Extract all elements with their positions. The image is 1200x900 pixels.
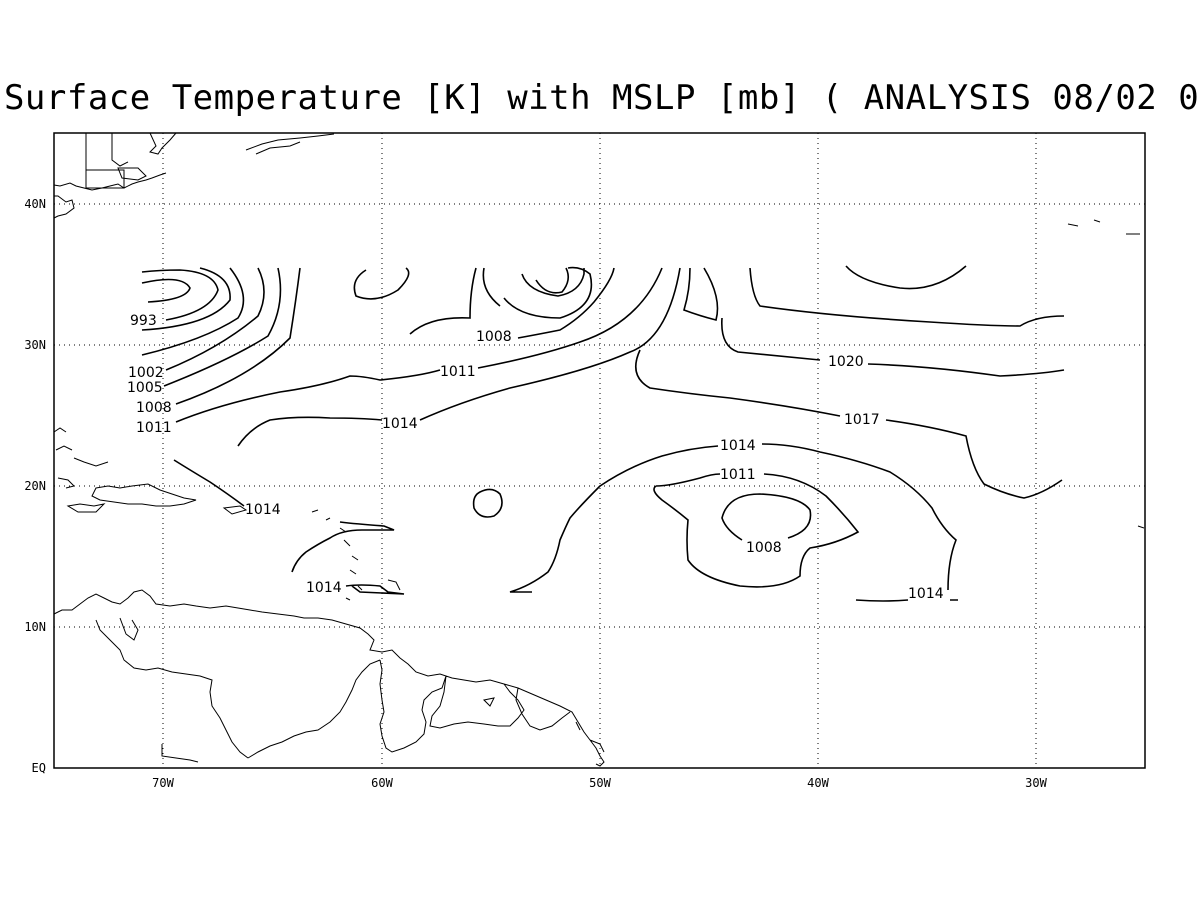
contour-1008-loop [482, 266, 593, 319]
longitude-tick-label: 40W [807, 776, 829, 790]
atlantic-islands [1067, 219, 1145, 529]
contour-1014-east [761, 443, 957, 591]
contour-1023-northeast [845, 265, 967, 290]
contour-1011-northwest [353, 267, 410, 300]
contour-1017-inner [683, 267, 719, 321]
contour-label: 993 [130, 313, 157, 329]
contour-1020 [721, 317, 1065, 377]
contour-1005 [163, 267, 282, 387]
contour-996 [141, 267, 231, 331]
longitude-axis: 70W 60W 50W 40W 30W [152, 776, 1047, 790]
contour-996-ring [535, 267, 570, 294]
contour-label-group: 993 1002 1005 1008 1011 1014 1008 1011 1… [127, 313, 944, 602]
contour-1011-west [175, 369, 441, 423]
longitude-tick-label: 50W [589, 776, 611, 790]
contour-1014-west [237, 416, 383, 447]
contour-label: 1014 [908, 586, 944, 602]
contour-label: 1014 [306, 580, 342, 596]
longitude-tick-label: 60W [371, 776, 393, 790]
coastlines [53, 132, 1145, 767]
latitude-tick-label: 20N [24, 479, 46, 493]
contour-label: 1014 [245, 502, 281, 518]
latitude-tick-label: 40N [24, 197, 46, 211]
latitude-axis: EQ 10N 20N 30N 40N [24, 197, 46, 775]
contour-1014-caribbean [173, 459, 245, 507]
newfoundland-coast [245, 133, 335, 155]
contour-1023 [749, 267, 1065, 327]
mslp-contours [141, 265, 1065, 602]
latitude-tick-label: 10N [24, 620, 46, 634]
contour-small-low [472, 488, 503, 518]
latitude-tick-label: 30N [24, 338, 46, 352]
contour-label: 1008 [476, 329, 512, 345]
contour-label: 1011 [136, 420, 172, 436]
map-title-text: a Surface Temperature [K] with MSLP [mb]… [0, 78, 1200, 118]
contour-label: 1011 [720, 467, 756, 483]
contour-1008 [175, 267, 301, 405]
map-frame [53, 132, 1146, 769]
contour-1008-east [721, 493, 812, 541]
contour-1011-east [477, 267, 663, 369]
contour-1014-south [509, 445, 719, 593]
contour-999 [141, 267, 245, 356]
contour-1017-east [885, 419, 1063, 499]
longitude-tick-label: 30W [1025, 776, 1047, 790]
contour-label: 1017 [844, 412, 880, 428]
contour-993 [141, 269, 219, 321]
longitude-tick-label: 70W [152, 776, 174, 790]
contour-1002-ring [521, 268, 585, 297]
contour-label: 1011 [440, 364, 476, 380]
contour-label: 1005 [127, 380, 163, 396]
contour-low-center [141, 278, 191, 303]
north-america-coast [53, 133, 167, 219]
contour-1002 [165, 267, 265, 371]
south-america-coast [53, 589, 605, 767]
contour-1011 [653, 473, 860, 588]
contour-label: 1014 [720, 438, 756, 454]
contour-1014-central [419, 267, 681, 421]
latitude-tick-label: EQ [32, 761, 46, 775]
contour-label: 1014 [382, 416, 418, 432]
nova-scotia-coast [117, 132, 177, 181]
contour-1014-tail [855, 599, 958, 602]
contour-1008-north [409, 267, 615, 339]
gridlines [54, 133, 1145, 768]
contour-label: 1008 [136, 400, 172, 416]
caribbean-islands [53, 427, 401, 601]
contour-1014-windward [345, 584, 405, 595]
map-title: a Surface Temperature [K] with MSLP [mb]… [0, 78, 1200, 128]
contour-label: 1002 [128, 365, 164, 381]
contour-label: 1020 [828, 354, 864, 370]
contour-1014-antilles [291, 521, 395, 573]
contour-1017 [634, 349, 841, 417]
contour-label: 1008 [746, 540, 782, 556]
